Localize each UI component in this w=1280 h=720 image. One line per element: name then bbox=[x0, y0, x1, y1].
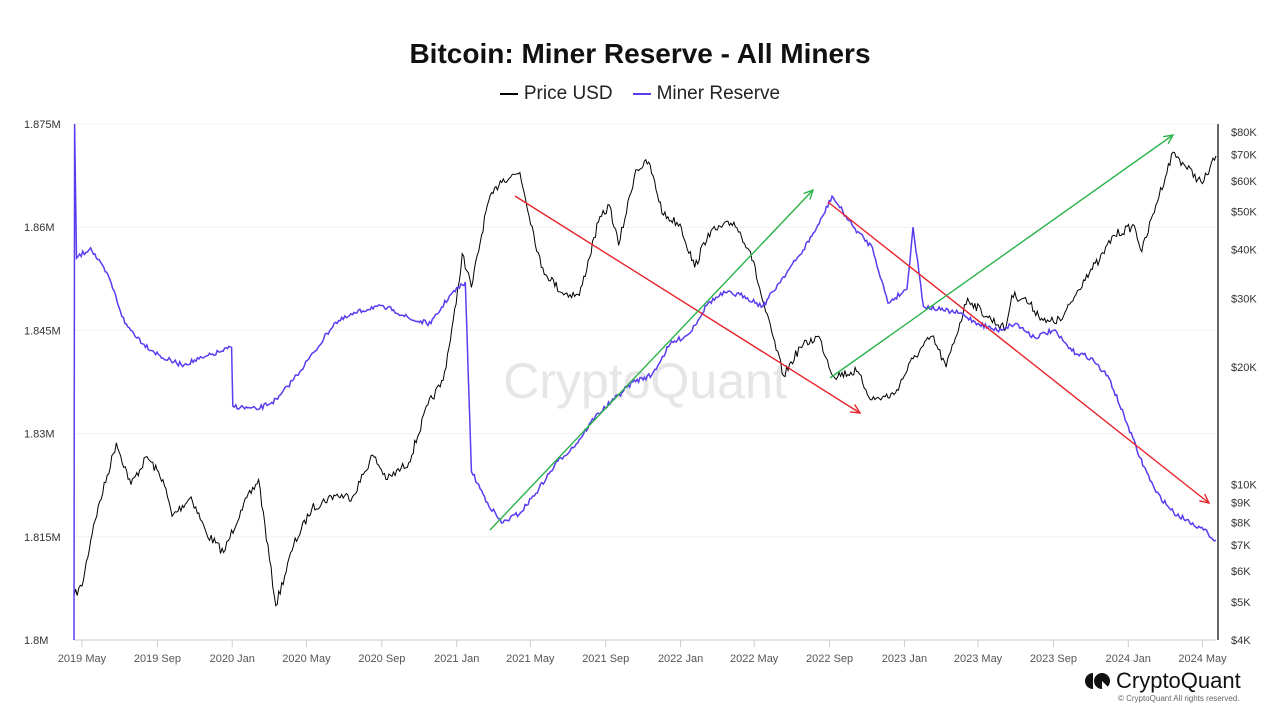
y-right-tick-label: $80K bbox=[1231, 127, 1257, 139]
cryptoquant-logo-icon bbox=[1085, 673, 1110, 689]
y-right-tick-label: $5K bbox=[1231, 597, 1251, 609]
x-tick-label: 2023 May bbox=[954, 653, 1003, 665]
x-tick-label: 2023 Sep bbox=[1030, 653, 1077, 665]
x-tick-label: 2021 Sep bbox=[582, 653, 629, 665]
x-tick-label: 2024 Jan bbox=[1106, 653, 1151, 665]
y-left-tick-label: 1.86M bbox=[24, 222, 55, 234]
y-right-tick-label: $50K bbox=[1231, 207, 1257, 219]
trend-arrow bbox=[829, 134, 1174, 379]
trend-arrow bbox=[514, 195, 861, 414]
y-left-tick-label: 1.8M bbox=[24, 635, 48, 647]
legend-label-price: Price USD bbox=[523, 83, 613, 104]
y-right-tick-label: $60K bbox=[1231, 176, 1257, 188]
y-right-tick-label: $8K bbox=[1231, 517, 1251, 529]
legend-swatch-reserve bbox=[632, 93, 651, 95]
x-tick-label: 2020 Jan bbox=[210, 653, 255, 665]
x-tick-label: 2024 May bbox=[1178, 653, 1227, 665]
y-right-tick-label: $9K bbox=[1231, 497, 1251, 509]
logo-text: CryptoQuant bbox=[1116, 668, 1241, 693]
trend-arrow bbox=[827, 201, 1210, 504]
arrowhead bbox=[1163, 134, 1175, 145]
watermark: CryptoQuant bbox=[503, 353, 787, 409]
arrowhead bbox=[1199, 493, 1211, 504]
y-right-tick-label: $20K bbox=[1231, 362, 1257, 374]
price-line bbox=[73, 151, 1217, 607]
y-right-tick-label: $40K bbox=[1231, 245, 1257, 257]
y-left-tick-label: 1.845M bbox=[24, 325, 61, 337]
y-right-tick-label: $70K bbox=[1231, 150, 1257, 162]
miner-reserve-line bbox=[73, 123, 1217, 641]
y-right-tick-label: $7K bbox=[1231, 540, 1251, 552]
y-right-tick-label: $10K bbox=[1231, 480, 1257, 492]
x-tick-label: 2020 Sep bbox=[358, 653, 405, 665]
y-left-tick-label: 1.875M bbox=[24, 119, 61, 131]
copyright: © CryptoQuant All rights reserved. bbox=[1118, 694, 1240, 703]
y-left-tick-label: 1.83M bbox=[24, 429, 55, 441]
chart-title: Bitcoin: Miner Reserve - All Miners bbox=[409, 38, 871, 69]
x-tick-label: 2021 May bbox=[506, 653, 555, 665]
y-right-tick-label: $4K bbox=[1231, 635, 1251, 647]
legend-label-reserve: Miner Reserve bbox=[656, 83, 781, 104]
x-tick-label: 2021 Jan bbox=[434, 653, 479, 665]
x-tick-label: 2022 May bbox=[730, 653, 779, 665]
arrowhead bbox=[803, 188, 815, 200]
x-tick-label: 2019 May bbox=[58, 653, 107, 665]
legend-swatch-price bbox=[499, 93, 518, 95]
y-left-tick-label: 1.815M bbox=[24, 532, 61, 544]
legend-item-price[interactable]: Price USD bbox=[499, 83, 613, 105]
legend-item-reserve[interactable]: Miner Reserve bbox=[632, 83, 781, 105]
arrowhead bbox=[849, 404, 862, 414]
x-tick-label: 2020 May bbox=[282, 653, 331, 665]
x-tick-label: 2019 Sep bbox=[134, 653, 181, 665]
y-right-tick-label: $6K bbox=[1231, 566, 1251, 578]
cryptoquant-logo: CryptoQuant bbox=[1084, 668, 1241, 694]
y-right-tick-label: $30K bbox=[1231, 293, 1257, 305]
legend: Price USD Miner Reserve bbox=[0, 83, 1280, 105]
x-tick-label: 2023 Jan bbox=[882, 653, 927, 665]
trend-arrow bbox=[489, 189, 814, 531]
x-tick-label: 2022 Sep bbox=[806, 653, 853, 665]
x-tick-label: 2022 Jan bbox=[658, 653, 703, 665]
